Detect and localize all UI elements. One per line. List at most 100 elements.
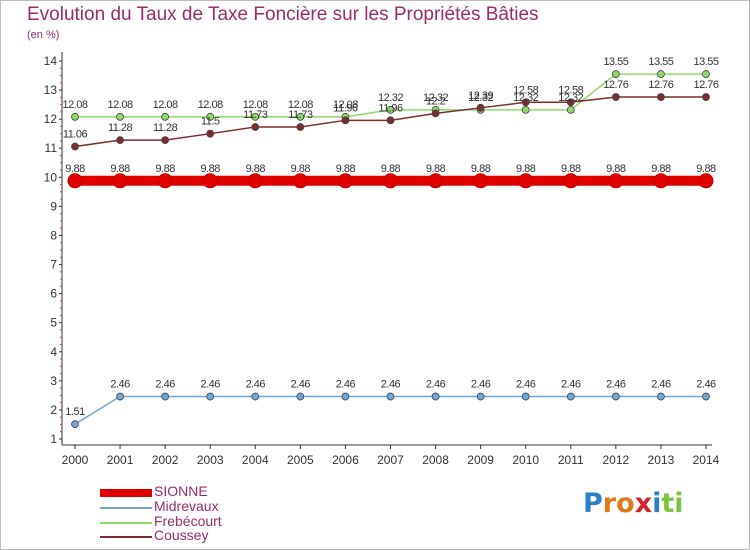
data-point-sionne (428, 173, 444, 189)
data-point-midrevaux (702, 392, 710, 401)
data-point-coussey (386, 116, 395, 125)
data-label-midrevaux: 2.46 (336, 379, 356, 391)
data-point-midrevaux (521, 392, 530, 401)
y-tick-label: 12 (44, 112, 58, 126)
x-tick-label: 2011 (558, 453, 584, 467)
data-point-sionne (473, 173, 489, 189)
x-tick-label: 2014 (693, 453, 720, 467)
x-tick-label: 2002 (152, 453, 179, 467)
data-label-sionne: 9.88 (381, 163, 401, 175)
data-label-midrevaux: 2.46 (246, 379, 266, 391)
data-label-midrevaux: 2.46 (696, 379, 716, 391)
data-point-sionne (382, 173, 398, 189)
data-label-sionne: 9.88 (606, 163, 626, 175)
data-point-coussey (116, 136, 124, 144)
data-point-coussey (251, 123, 260, 131)
legend-label-midrevaux: Midrevaux (154, 498, 219, 514)
data-label-frebcourt: 12.08 (288, 99, 313, 111)
y-tick-label: 9 (50, 199, 57, 213)
logo-letter: r (602, 488, 617, 519)
x-tick-label: 2010 (512, 453, 539, 467)
data-label-midrevaux: 2.46 (516, 379, 536, 391)
legend-label-sionne: SIONNE (154, 483, 208, 499)
data-label-coussey: 12.58 (558, 84, 583, 96)
data-label-sionne: 9.88 (65, 163, 85, 175)
data-point-coussey (71, 142, 79, 151)
data-point-frebcourt (521, 105, 530, 114)
y-tick-label: 5 (50, 316, 57, 330)
data-point-midrevaux (161, 392, 170, 401)
data-label-frebcourt: 12.32 (423, 92, 448, 104)
logo-letter: o (616, 488, 635, 519)
data-label-coussey: 11.73 (288, 109, 313, 121)
data-point-coussey (702, 93, 710, 101)
data-point-midrevaux (341, 392, 350, 401)
data-label-coussey: 12.2 (426, 95, 446, 107)
data-point-midrevaux (431, 392, 440, 401)
data-point-frebcourt (296, 112, 305, 121)
data-label-sionne: 9.88 (291, 163, 311, 175)
x-tick-label: 2008 (422, 453, 449, 467)
logo-letter: i (674, 488, 684, 519)
data-point-midrevaux (566, 392, 575, 401)
legend-label-frebecourt: Frebécourt (154, 513, 222, 529)
y-tick-label: 14 (44, 54, 58, 68)
data-label-coussey: 11.06 (63, 128, 88, 140)
data-label-frebcourt: 12.08 (198, 99, 223, 111)
data-label-midrevaux: 2.46 (200, 379, 220, 391)
data-point-sionne (157, 173, 173, 189)
data-point-midrevaux (116, 392, 124, 401)
data-point-frebcourt (386, 105, 395, 114)
data-label-sionne: 9.88 (155, 163, 175, 175)
legend-swatch-midrevaux (100, 507, 152, 509)
data-point-coussey (161, 136, 170, 144)
series-line-midrevaux (74, 395, 706, 425)
data-label-frebcourt: 12.08 (108, 99, 133, 111)
data-point-midrevaux (71, 420, 79, 429)
data-label-sionne: 9.88 (561, 163, 581, 175)
y-tick-label: 11 (45, 141, 58, 155)
logo-letter: x (634, 488, 653, 519)
x-tick-label: 2001 (107, 453, 134, 467)
data-point-coussey (521, 98, 530, 107)
data-point-midrevaux (206, 392, 215, 401)
data-label-coussey: 11.28 (108, 122, 133, 134)
data-point-sionne (67, 173, 83, 189)
x-tick-label: 2003 (197, 453, 224, 467)
y-tick-label: 6 (50, 287, 57, 301)
data-label-coussey: 11.96 (378, 102, 403, 114)
data-point-midrevaux (657, 392, 665, 401)
logo-letter: P (583, 488, 603, 519)
y-tick-label: 7 (50, 258, 57, 272)
data-label-coussey: 11.73 (243, 109, 268, 121)
legend-label-coussey: Coussey (154, 527, 209, 543)
data-label-frebcourt: 12.32 (513, 92, 538, 104)
data-label-midrevaux: 2.46 (291, 379, 311, 391)
data-label-coussey: 11.28 (153, 122, 178, 134)
data-point-sionne (202, 173, 218, 189)
data-label-frebcourt: 13.55 (693, 56, 718, 68)
data-point-coussey (341, 116, 350, 125)
data-label-frebcourt: 12.32 (468, 92, 493, 104)
data-label-sionne: 9.88 (696, 163, 716, 175)
logo-letter: t (661, 488, 675, 519)
y-tick-label: 10 (44, 170, 58, 184)
logo-letter: i (652, 488, 662, 519)
y-tick-label: 8 (50, 228, 57, 242)
data-label-sionne: 9.88 (651, 163, 671, 175)
data-point-midrevaux (611, 392, 620, 401)
legend-swatch-frebecourt (100, 522, 152, 524)
data-label-midrevaux: 2.46 (606, 379, 626, 391)
data-point-sionne (518, 173, 534, 189)
data-label-coussey: 12.76 (648, 79, 673, 91)
data-point-frebcourt (702, 70, 710, 78)
data-label-midrevaux: 2.46 (471, 379, 491, 391)
y-axis-unit: (en %) (27, 29, 60, 41)
data-label-frebcourt: 13.55 (648, 56, 673, 68)
data-point-sionne (292, 173, 308, 189)
x-tick-label: 2007 (377, 453, 404, 467)
data-point-frebcourt (116, 112, 124, 121)
data-label-coussey: 12.76 (693, 79, 718, 91)
data-point-sionne (112, 173, 128, 189)
data-point-coussey (206, 129, 215, 138)
